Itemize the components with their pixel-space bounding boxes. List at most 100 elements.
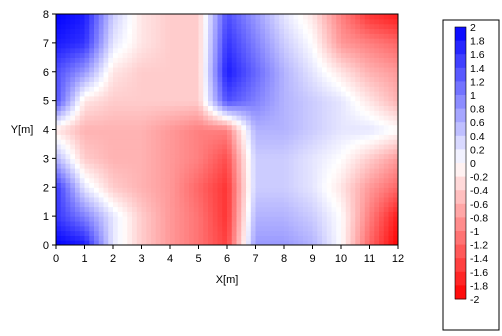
heatmap-cell xyxy=(84,91,90,97)
heatmap-cell xyxy=(117,196,124,203)
heatmap-cell xyxy=(355,62,361,68)
heatmap-cell xyxy=(84,76,90,82)
heatmap-cell xyxy=(203,71,209,78)
heatmap-cell xyxy=(255,220,261,227)
heatmap-cell xyxy=(189,95,195,102)
heatmap-cell xyxy=(122,38,128,44)
heatmap-cell xyxy=(236,23,242,30)
heatmap-cell xyxy=(165,62,171,68)
heatmap-cell xyxy=(70,163,76,169)
heatmap-cell xyxy=(198,124,204,131)
heatmap-cell xyxy=(98,18,105,25)
heatmap-cell xyxy=(326,134,333,140)
heatmap-cell xyxy=(336,81,342,87)
heatmap-cell xyxy=(360,129,366,135)
heatmap-cell xyxy=(331,206,337,212)
heatmap-cell xyxy=(217,196,223,203)
heatmap-cell xyxy=(236,86,242,92)
heatmap-cell xyxy=(84,23,90,30)
heatmap-cell xyxy=(222,134,228,140)
heatmap-cell xyxy=(56,230,62,236)
heatmap-cell xyxy=(127,115,133,121)
heatmap-cell xyxy=(331,100,337,107)
heatmap-cell xyxy=(127,100,133,107)
heatmap-cell xyxy=(155,38,162,44)
heatmap-cell xyxy=(274,71,280,78)
heatmap-cell xyxy=(269,23,276,30)
heatmap-cell xyxy=(141,163,147,169)
heatmap-cell xyxy=(241,177,247,184)
heatmap-cell xyxy=(388,230,394,236)
heatmap-cell xyxy=(212,28,219,34)
heatmap-cell xyxy=(360,235,366,241)
heatmap-cell xyxy=(231,57,238,63)
heatmap-cell xyxy=(160,177,166,184)
heatmap-cell xyxy=(174,91,181,97)
heatmap-cell xyxy=(193,139,200,145)
heatmap-cell xyxy=(303,216,309,222)
heatmap-cell xyxy=(326,129,333,135)
heatmap-cell xyxy=(179,38,185,44)
heatmap-cell xyxy=(269,28,276,34)
heatmap-cell xyxy=(345,62,352,68)
heatmap-cell xyxy=(193,225,200,232)
heatmap-cell xyxy=(79,76,86,82)
heatmap-cell xyxy=(331,201,337,208)
heatmap-cell xyxy=(322,71,328,78)
heatmap-cell xyxy=(227,201,233,208)
heatmap-cell xyxy=(141,76,147,82)
heatmap-cell xyxy=(117,76,124,82)
heatmap-cell xyxy=(279,192,285,198)
heatmap-cell xyxy=(103,110,109,116)
heatmap-cell xyxy=(379,66,385,73)
heatmap-cell xyxy=(326,28,333,34)
heatmap-cell xyxy=(70,158,76,164)
heatmap-cell xyxy=(174,177,181,184)
heatmap-cell xyxy=(317,143,323,150)
heatmap-cell xyxy=(227,66,233,73)
heatmap-cell xyxy=(165,148,171,155)
heatmap-cell xyxy=(298,91,304,97)
heatmap-cell xyxy=(265,57,271,63)
heatmap-cell xyxy=(265,115,271,121)
heatmap-cell xyxy=(355,177,361,184)
heatmap-cell xyxy=(141,47,147,54)
heatmap-cell xyxy=(113,91,119,97)
heatmap-cell xyxy=(217,129,223,135)
heatmap-cell xyxy=(193,211,200,217)
heatmap-cell xyxy=(79,62,86,68)
heatmap-cell xyxy=(250,95,257,102)
heatmap-cell xyxy=(189,119,195,126)
heatmap-cell xyxy=(141,86,147,92)
heatmap-cell xyxy=(198,57,204,63)
heatmap-cell xyxy=(222,148,228,155)
heatmap-cell xyxy=(132,95,138,102)
heatmap-cell xyxy=(198,196,204,203)
colorbar-label: -1.8 xyxy=(470,280,488,292)
heatmap-cell xyxy=(179,172,185,179)
heatmap-cell xyxy=(317,230,323,236)
heatmap-cell xyxy=(89,220,95,227)
heatmap-cell xyxy=(98,91,105,97)
heatmap-cell xyxy=(122,91,128,97)
heatmap-cell xyxy=(303,148,309,155)
heatmap-cell xyxy=(70,33,76,39)
heatmap-cell xyxy=(393,177,398,184)
heatmap-cell xyxy=(360,76,366,82)
heatmap-cell xyxy=(293,129,299,135)
heatmap-cell xyxy=(345,14,352,20)
heatmap-cell xyxy=(374,235,380,241)
heatmap-cell xyxy=(98,66,105,73)
heatmap-cell xyxy=(217,148,223,155)
heatmap-cell xyxy=(103,220,109,227)
heatmap-cell xyxy=(388,196,394,203)
heatmap-cell xyxy=(113,240,119,245)
heatmap-cell xyxy=(89,158,95,164)
heatmap-cell xyxy=(298,201,304,208)
heatmap-cell xyxy=(151,14,157,20)
heatmap-cell xyxy=(260,196,266,203)
heatmap-cell xyxy=(89,105,95,111)
heatmap-cell xyxy=(170,14,176,20)
heatmap-cell xyxy=(179,216,185,222)
heatmap-cell xyxy=(208,110,214,116)
